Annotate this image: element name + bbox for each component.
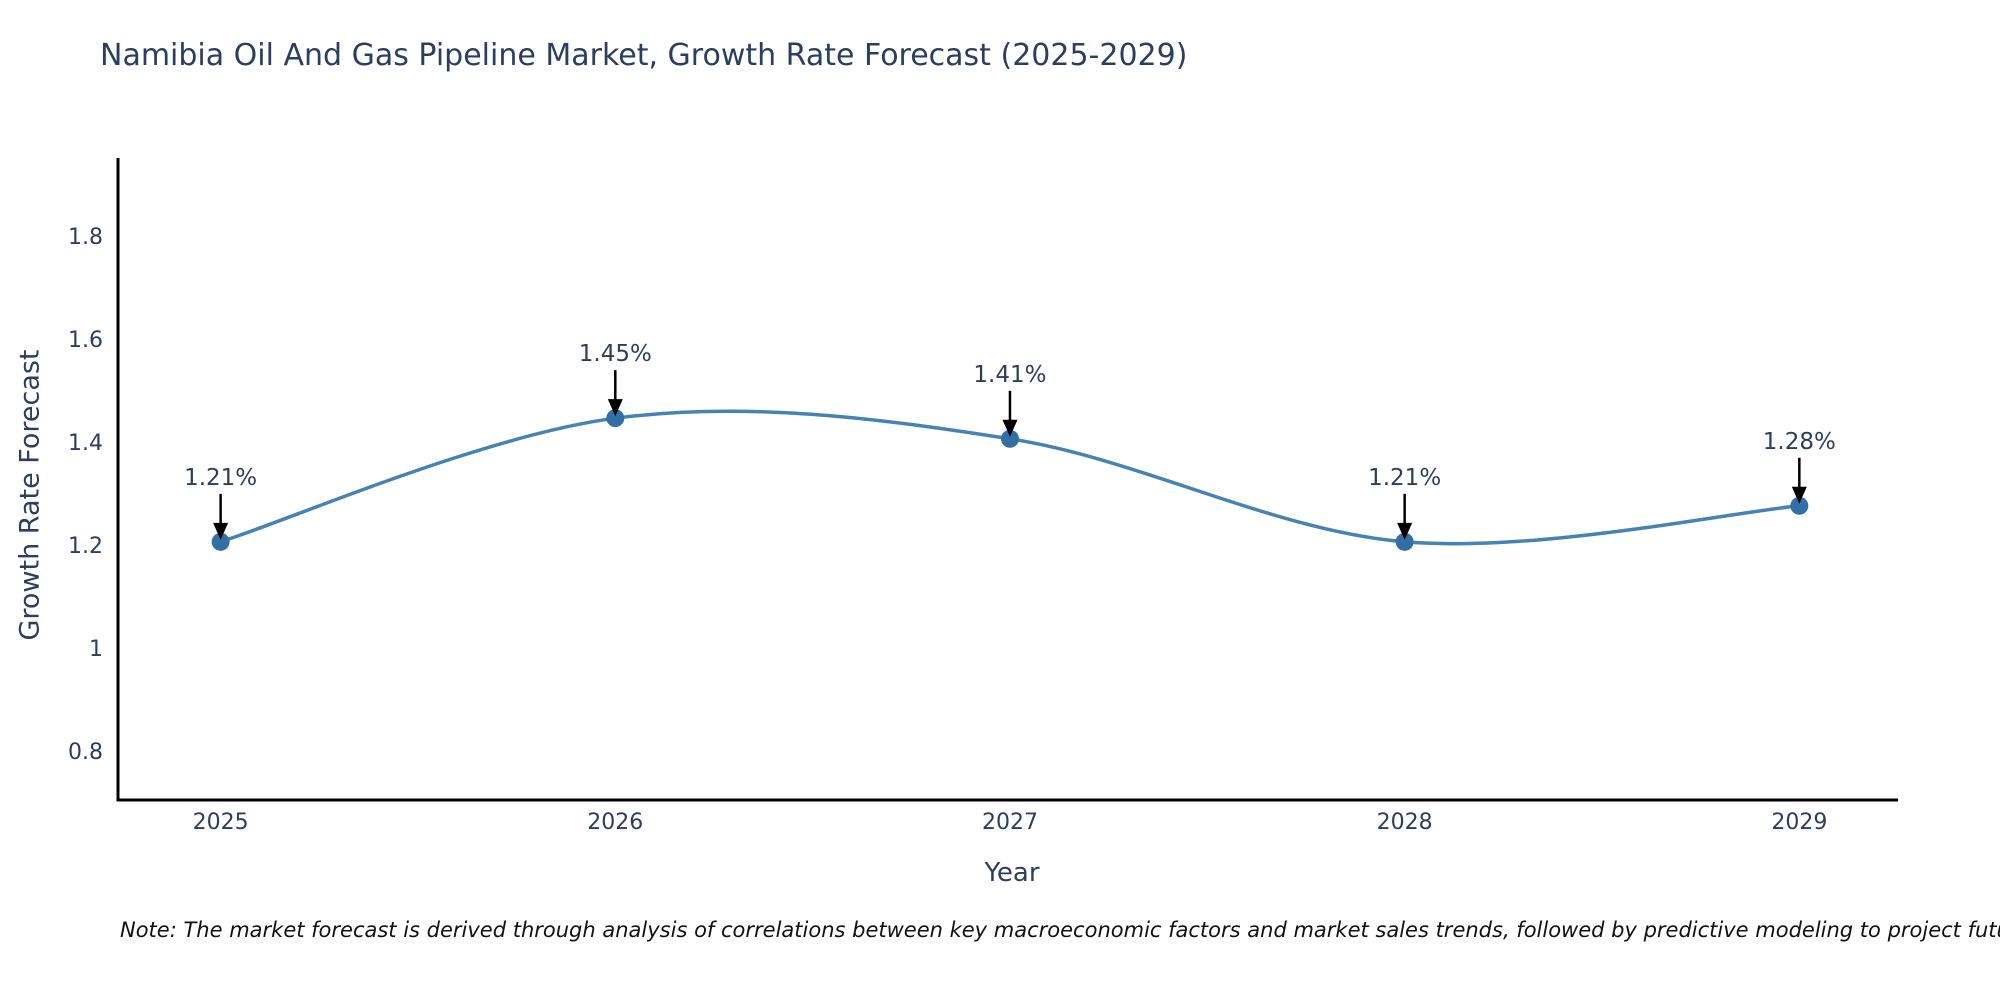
y-tick-label: 1.4 <box>68 430 103 456</box>
annotation-arrowhead <box>1397 522 1413 540</box>
y-tick-label: 0.8 <box>68 740 103 766</box>
data-point-marker <box>1790 496 1809 515</box>
annotation-arrowhead <box>607 399 623 417</box>
y-tick-label: 1 <box>89 637 103 663</box>
x-tick-label: 2029 <box>1771 810 1828 835</box>
annotation-arrowhead <box>1002 419 1018 437</box>
footnote: Note: The market forecast is derived thr… <box>120 918 2000 942</box>
x-tick-label: 2026 <box>587 810 644 835</box>
data-point-marker <box>1395 532 1414 551</box>
annotation-arrowhead <box>1791 486 1807 504</box>
data-point-label: 1.45% <box>579 341 652 367</box>
x-axis-title: Year <box>984 858 1040 888</box>
data-point-label: 1.21% <box>1368 465 1441 491</box>
y-tick-label: 1.8 <box>68 224 103 250</box>
y-axis-title: Growth Rate Forecast <box>14 349 46 641</box>
data-point-label: 1.21% <box>184 465 257 491</box>
chart-title: Namibia Oil And Gas Pipeline Market, Gro… <box>100 38 1188 73</box>
x-tick-label: 2025 <box>192 810 249 835</box>
y-tick-label: 1.6 <box>68 327 103 353</box>
data-point-label: 1.28% <box>1763 429 1836 455</box>
x-tick-label: 2027 <box>981 810 1038 835</box>
y-tick-label: 1.2 <box>68 533 103 559</box>
annotation-arrowhead <box>213 522 229 540</box>
data-point-marker <box>606 409 625 428</box>
x-tick-label: 2028 <box>1376 810 1433 835</box>
data-point-marker <box>211 532 230 551</box>
data-point-marker <box>1000 429 1019 448</box>
data-point-label: 1.41% <box>973 362 1046 388</box>
